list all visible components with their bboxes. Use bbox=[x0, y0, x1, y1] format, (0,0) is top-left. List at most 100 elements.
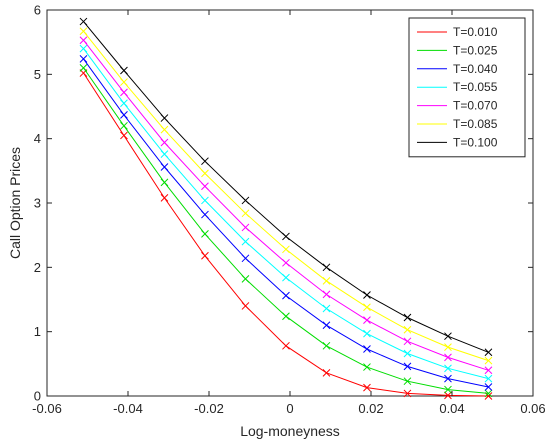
legend-entry-label: T=0.055 bbox=[453, 80, 498, 94]
data-point bbox=[363, 291, 371, 299]
data-point bbox=[241, 223, 250, 232]
data-point bbox=[322, 290, 331, 299]
data-point bbox=[484, 383, 493, 391]
data-point bbox=[79, 55, 88, 63]
data-point bbox=[241, 254, 250, 263]
y-axis-label: Call Option Prices bbox=[7, 147, 23, 259]
data-point bbox=[241, 209, 250, 218]
data-point bbox=[160, 138, 169, 147]
data-point bbox=[403, 362, 412, 371]
data-point bbox=[444, 332, 452, 341]
data-point bbox=[322, 341, 331, 350]
data-point bbox=[79, 64, 88, 72]
data-point bbox=[403, 389, 412, 398]
data-point bbox=[160, 114, 169, 122]
data-point bbox=[160, 150, 169, 158]
data-point bbox=[484, 348, 493, 357]
y-tick-label: 0 bbox=[34, 389, 41, 404]
data-point bbox=[363, 345, 371, 353]
series-layer bbox=[79, 17, 493, 400]
data-point bbox=[363, 316, 371, 324]
y-tick-label: 5 bbox=[34, 67, 41, 82]
data-point bbox=[120, 66, 128, 75]
data-point bbox=[322, 321, 331, 330]
legend-entry-label: T=0.025 bbox=[453, 43, 498, 57]
data-point bbox=[160, 193, 169, 202]
data-point bbox=[282, 273, 290, 282]
x-tick-label: -0.06 bbox=[32, 401, 62, 416]
data-point bbox=[484, 366, 493, 375]
data-point bbox=[160, 178, 169, 187]
data-point bbox=[79, 27, 88, 36]
data-point bbox=[160, 163, 169, 171]
data-point bbox=[120, 99, 128, 108]
legend-entry-label: T=0.010 bbox=[453, 25, 498, 39]
data-point bbox=[444, 391, 452, 400]
data-point bbox=[363, 303, 371, 312]
data-point bbox=[120, 131, 128, 140]
data-point bbox=[201, 157, 209, 166]
data-point bbox=[241, 275, 250, 283]
data-point bbox=[403, 377, 412, 386]
data-point bbox=[79, 44, 88, 53]
data-point bbox=[79, 17, 88, 26]
data-point bbox=[241, 196, 250, 205]
legend-entry-label: T=0.040 bbox=[453, 62, 498, 76]
data-point bbox=[282, 291, 290, 300]
data-point bbox=[484, 389, 493, 398]
data-point bbox=[444, 364, 452, 373]
data-point bbox=[363, 383, 371, 392]
x-tick-label: 0.02 bbox=[358, 401, 383, 416]
data-point bbox=[444, 343, 452, 351]
y-tick-label: 3 bbox=[34, 196, 41, 211]
data-point bbox=[201, 182, 209, 191]
data-point bbox=[160, 125, 169, 134]
data-point bbox=[282, 312, 290, 321]
data-point bbox=[201, 230, 209, 238]
y-tick-label: 4 bbox=[34, 131, 41, 146]
data-point bbox=[282, 258, 290, 267]
data-point bbox=[322, 368, 331, 377]
y-tick-label: 2 bbox=[34, 260, 41, 275]
data-point bbox=[403, 313, 412, 322]
legend-entry-label: T=0.070 bbox=[453, 99, 498, 113]
x-axis-label: Log-moneyness bbox=[240, 423, 340, 439]
data-point bbox=[403, 337, 412, 346]
data-point bbox=[444, 353, 452, 362]
data-point bbox=[282, 232, 290, 241]
data-point bbox=[322, 304, 331, 313]
data-point bbox=[79, 36, 88, 45]
data-point bbox=[241, 237, 250, 246]
data-point bbox=[201, 169, 209, 178]
data-point bbox=[201, 210, 209, 219]
data-point bbox=[403, 325, 412, 334]
data-point bbox=[282, 341, 290, 350]
ticks-layer: -0.06 -0.04 -0.02 0 0.02 0.04 0.06 0 1 2 3 4 5 6 bbox=[32, 3, 545, 417]
data-point bbox=[322, 263, 331, 272]
data-point bbox=[484, 356, 493, 365]
data-point bbox=[282, 245, 290, 254]
data-point bbox=[201, 251, 209, 260]
x-tick-label: -0.02 bbox=[194, 401, 224, 416]
x-tick-label: 0 bbox=[286, 401, 293, 416]
data-point bbox=[120, 88, 128, 97]
legend-entry-label: T=0.100 bbox=[453, 135, 498, 149]
data-point bbox=[363, 329, 371, 338]
y-tick-label: 1 bbox=[34, 324, 41, 339]
data-point bbox=[444, 374, 452, 383]
data-point bbox=[322, 276, 331, 285]
data-point bbox=[120, 121, 128, 130]
data-point bbox=[241, 302, 250, 310]
legend: T=0.010 T=0.025 T=0.040 T=0.055 T=0.070 T=0.0… bbox=[408, 17, 526, 158]
data-point bbox=[120, 111, 128, 119]
x-tick-label: 0.06 bbox=[520, 401, 545, 416]
data-point bbox=[444, 385, 452, 394]
legend-entry-label: T=0.085 bbox=[453, 117, 498, 131]
y-tick-label: 6 bbox=[34, 3, 41, 18]
x-tick-label: 0.04 bbox=[439, 401, 464, 416]
data-point bbox=[403, 349, 412, 358]
data-point bbox=[484, 374, 493, 383]
data-point bbox=[201, 196, 209, 205]
x-tick-label: -0.04 bbox=[113, 401, 143, 416]
